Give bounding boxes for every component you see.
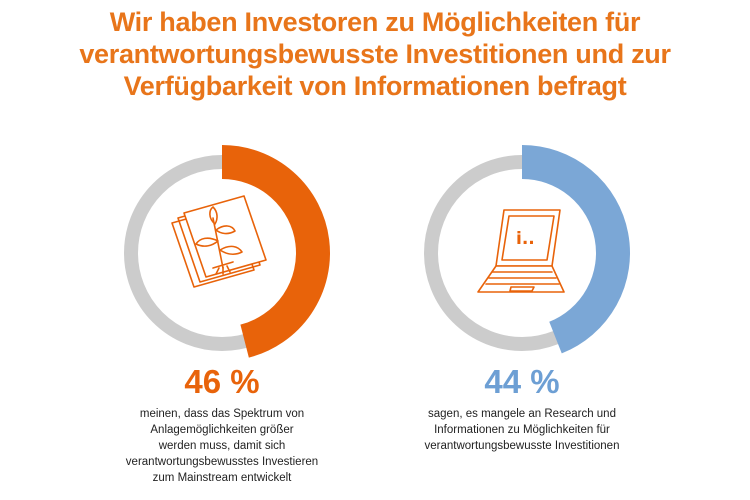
description: meinen, dass das Spektrum von Anlagemögl… <box>92 406 352 486</box>
description-line: verantwortungsbewusstes Investieren <box>125 456 319 468</box>
page-title: Wir haben Investoren zu Möglichkeiten fü… <box>0 6 750 102</box>
description-line: Anlagemöglichkeiten größer <box>150 424 294 436</box>
title-line-3: Verfügbarkeit von Informationen befragt <box>123 71 627 101</box>
title-line-2: verantwortungsbewusste Investitionen und… <box>79 39 671 69</box>
stat-panel-research: i.. 44 % sagen, es mangele an Research u… <box>392 138 652 498</box>
title-line-1: Wir haben Investoren zu Möglichkeiten fü… <box>109 7 641 37</box>
stat-panel-range: 46 % meinen, dass das Spektrum von Anlag… <box>92 138 352 498</box>
plant-documents-icon <box>171 195 267 288</box>
description-line: sagen, es mangele an Research und <box>428 408 616 420</box>
value-label: 46 % <box>184 363 260 400</box>
description-line: zum Mainstream entwickelt <box>152 472 292 484</box>
description: sagen, es mangele an Research und Inform… <box>392 406 652 454</box>
description-line: verantwortungsbewusste Investitionen <box>424 440 620 452</box>
description-line: werden muss, damit sich <box>158 440 286 452</box>
laptop-info-icon: i.. <box>477 209 565 293</box>
value-label: 44 % <box>484 363 560 400</box>
description-line: meinen, dass das Spektrum von <box>139 408 305 420</box>
svg-text:i..: i.. <box>516 229 535 249</box>
donut-value-arc <box>521 145 630 354</box>
description-line: Informationen zu Möglichkeiten für <box>434 424 610 436</box>
donut-value-arc <box>221 145 330 358</box>
donut-chart-research: i.. <box>424 145 630 354</box>
donut-chart-range <box>124 145 330 358</box>
